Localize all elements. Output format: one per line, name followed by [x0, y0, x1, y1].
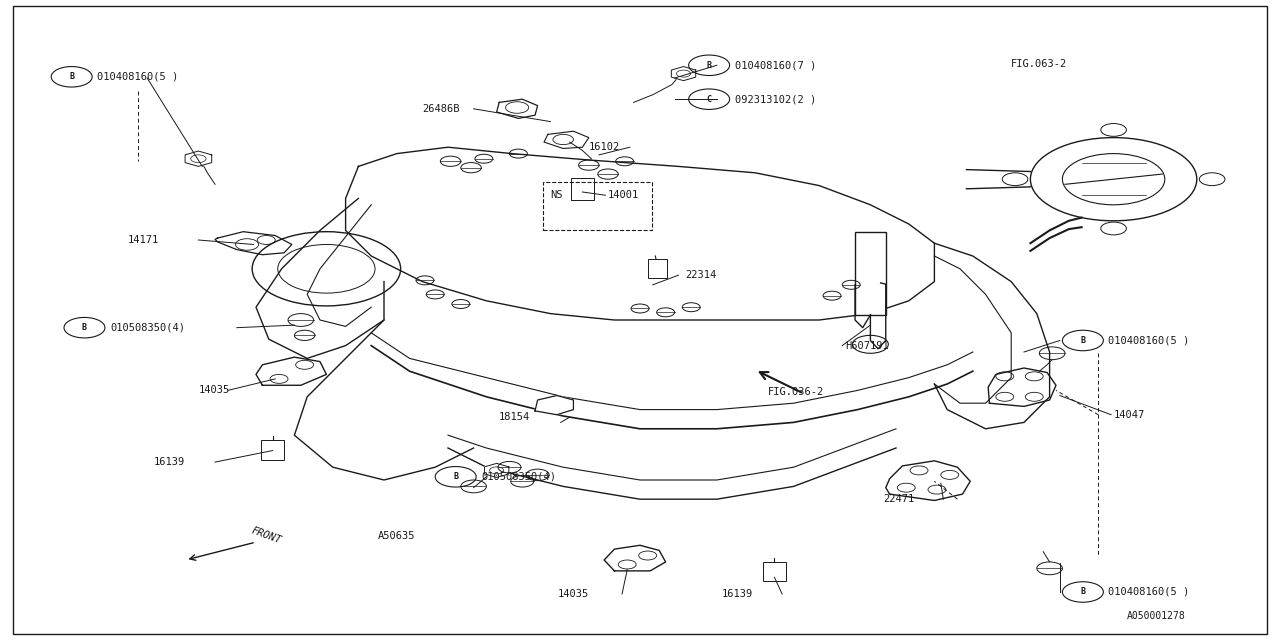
Text: B: B	[1080, 588, 1085, 596]
Text: FRONT: FRONT	[250, 525, 283, 546]
Text: B: B	[69, 72, 74, 81]
Text: 010408160(5 ): 010408160(5 )	[1108, 335, 1189, 346]
FancyBboxPatch shape	[571, 178, 594, 200]
Polygon shape	[535, 396, 573, 415]
Text: 14035: 14035	[198, 385, 229, 396]
Polygon shape	[604, 545, 666, 571]
Text: 22471: 22471	[883, 494, 914, 504]
Polygon shape	[671, 67, 696, 81]
Text: 14001: 14001	[608, 190, 639, 200]
Text: A50635: A50635	[378, 531, 415, 541]
Text: B: B	[82, 323, 87, 332]
Text: 010408160(5 ): 010408160(5 )	[1108, 587, 1189, 597]
Polygon shape	[186, 151, 211, 166]
Text: 16102: 16102	[589, 142, 620, 152]
Text: 010408160(5 ): 010408160(5 )	[97, 72, 178, 82]
Text: NS: NS	[550, 190, 563, 200]
Text: 18154: 18154	[499, 412, 530, 422]
FancyBboxPatch shape	[261, 440, 284, 460]
Text: 14047: 14047	[1114, 410, 1144, 420]
Text: 14035: 14035	[558, 589, 589, 599]
Text: 16139: 16139	[722, 589, 753, 599]
Polygon shape	[988, 368, 1056, 406]
FancyBboxPatch shape	[648, 259, 667, 278]
Text: 092313102(2 ): 092313102(2 )	[735, 94, 815, 104]
Text: FIG.063-2: FIG.063-2	[1011, 59, 1068, 69]
Polygon shape	[256, 357, 326, 385]
Text: C: C	[707, 95, 712, 104]
Polygon shape	[215, 232, 292, 255]
Text: 16139: 16139	[154, 457, 184, 467]
Text: A050001278: A050001278	[1126, 611, 1185, 621]
Text: 26486B: 26486B	[422, 104, 460, 114]
Text: B: B	[707, 61, 712, 70]
Polygon shape	[484, 463, 509, 477]
Text: H607191: H607191	[845, 340, 888, 351]
Text: B: B	[1080, 336, 1085, 345]
FancyBboxPatch shape	[763, 562, 786, 581]
Text: 010408160(7 ): 010408160(7 )	[735, 60, 815, 70]
Text: 14171: 14171	[128, 235, 159, 245]
Text: FIG.036-2: FIG.036-2	[768, 387, 824, 397]
Text: 010508350(4): 010508350(4)	[110, 323, 186, 333]
Text: 010508350(4): 010508350(4)	[481, 472, 557, 482]
FancyBboxPatch shape	[855, 232, 886, 315]
Polygon shape	[886, 461, 970, 500]
Text: B: B	[453, 472, 458, 481]
Text: 22314: 22314	[685, 270, 716, 280]
